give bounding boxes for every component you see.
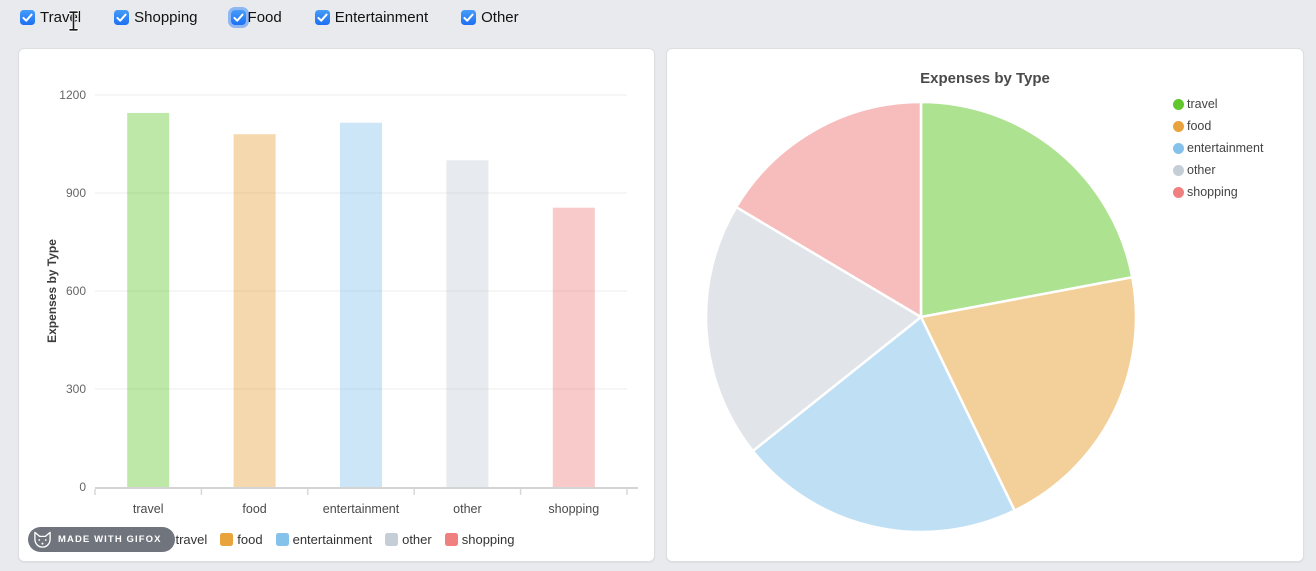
checkbox-label-entertainment[interactable]: Entertainment	[334, 9, 429, 26]
bar-legend-marker-other	[385, 533, 399, 546]
checkbox-entertainment[interactable]: Entertainment	[314, 9, 429, 26]
checkbox-box-other[interactable]	[461, 10, 477, 25]
pie-slice-other[interactable]	[704, 205, 923, 453]
checkmark-icon	[116, 13, 127, 22]
checkbox-shopping[interactable]: Shopping	[114, 9, 198, 26]
bar-travel[interactable]	[127, 112, 170, 487]
x-category-label-entertainment: entertainment	[323, 502, 400, 516]
pie-chart-legend: travel food entertainment other shopping	[1173, 93, 1263, 203]
fox-icon	[34, 531, 51, 548]
pie-legend-label-shopping: shopping	[1187, 185, 1238, 199]
checkbox-other[interactable]: Other	[461, 9, 519, 26]
pie-legend-marker-entertainment	[1173, 142, 1184, 154]
bar-chart-card: 0 300 600 900 1200 Expenses by Type travel food…	[18, 48, 655, 562]
pie-slice-entertainment[interactable]	[751, 315, 1016, 534]
pie-legend-item-shopping: shopping	[1173, 181, 1263, 203]
text-ibeam-cursor	[68, 10, 79, 32]
bar-entertainment[interactable]	[340, 122, 382, 488]
x-category-label-other: other	[453, 502, 482, 516]
pie-slice-travel[interactable]	[919, 100, 1134, 319]
bar-legend-marker-entertainment	[275, 533, 289, 546]
checkbox-row: Travel Shopping Food Entertainment Other	[20, 9, 519, 26]
checkmark-icon	[317, 13, 328, 22]
checkmark-icon	[232, 13, 244, 22]
pie-chart-canvas[interactable]	[667, 49, 1303, 561]
checkmark-icon	[463, 13, 474, 22]
pie-legend-label-travel: travel	[1187, 97, 1218, 111]
x-category-label-travel: travel	[133, 502, 164, 516]
bar-legend-label-travel: travel	[175, 532, 208, 547]
checkbox-box-entertainment[interactable]	[314, 10, 330, 25]
checkbox-box-food[interactable]	[230, 10, 246, 25]
x-category-label-food: food	[242, 502, 266, 516]
pie-legend-item-entertainment: entertainment	[1173, 137, 1263, 159]
pie-legend-item-travel: travel	[1173, 93, 1263, 115]
bar-legend-item-food: food	[220, 532, 263, 547]
checkbox-food[interactable]: Food	[230, 9, 282, 26]
y-tick-600: 600	[66, 284, 86, 298]
pie-legend-marker-food	[1173, 120, 1184, 132]
y-tick-0: 0	[79, 480, 86, 494]
bar-legend-item-entertainment: entertainment	[275, 532, 373, 547]
bar-legend-marker-food	[220, 533, 234, 546]
bar-chart-canvas[interactable]: 0 300 600 900 1200 Expenses by Type travel food…	[19, 49, 654, 561]
pie-legend-label-entertainment: entertainment	[1187, 141, 1264, 155]
checkbox-label-food[interactable]: Food	[247, 9, 282, 26]
y-tick-1200: 1200	[59, 88, 86, 102]
y-axis-title: Expenses by Type	[45, 239, 59, 343]
pie-slice-shopping[interactable]	[734, 100, 923, 319]
checkmark-icon	[22, 13, 33, 22]
bar-legend-label-shopping: shopping	[461, 532, 515, 547]
y-tick-900: 900	[66, 186, 86, 200]
bar-legend-label-other: other	[402, 532, 432, 547]
pie-chart-title: Expenses by Type	[920, 70, 1050, 87]
bar-shopping[interactable]	[552, 207, 595, 487]
bar-legend-label-food: food	[237, 532, 263, 547]
checkbox-label-other[interactable]: Other	[481, 9, 519, 26]
pie-legend-label-other: other	[1187, 163, 1216, 177]
pie-legend-marker-travel	[1173, 98, 1184, 110]
bar-legend-item-other: other	[385, 532, 432, 547]
checkbox-box-shopping[interactable]	[114, 10, 130, 25]
bar-food[interactable]	[233, 134, 276, 487]
bar-other[interactable]	[446, 160, 489, 487]
x-category-label-shopping: shopping	[548, 502, 599, 516]
pie-legend-item-other: other	[1173, 159, 1263, 181]
checkbox-box-travel[interactable]	[20, 10, 35, 25]
pie-legend-label-food: food	[1187, 119, 1212, 133]
filter-toolbar: Travel Shopping Food Entertainment Other	[0, 0, 1316, 41]
pie-chart-card: Expenses by Type travel food entertainment…	[666, 48, 1304, 562]
bar-legend-item-shopping: shopping	[444, 532, 515, 547]
gifox-watermark-badge: MADE WITH GIFOX	[28, 527, 175, 552]
bar-legend-marker-shopping	[444, 533, 458, 546]
pie-legend-item-food: food	[1173, 115, 1263, 137]
bar-legend-label-entertainment: entertainment	[292, 532, 373, 547]
pie-legend-marker-shopping	[1173, 186, 1184, 198]
badge-text: MADE WITH GIFOX	[58, 534, 162, 545]
pie-slice-food[interactable]	[919, 276, 1138, 512]
checkbox-label-shopping[interactable]: Shopping	[134, 9, 198, 26]
y-tick-300: 300	[66, 382, 86, 396]
pie-legend-marker-other	[1173, 164, 1184, 176]
